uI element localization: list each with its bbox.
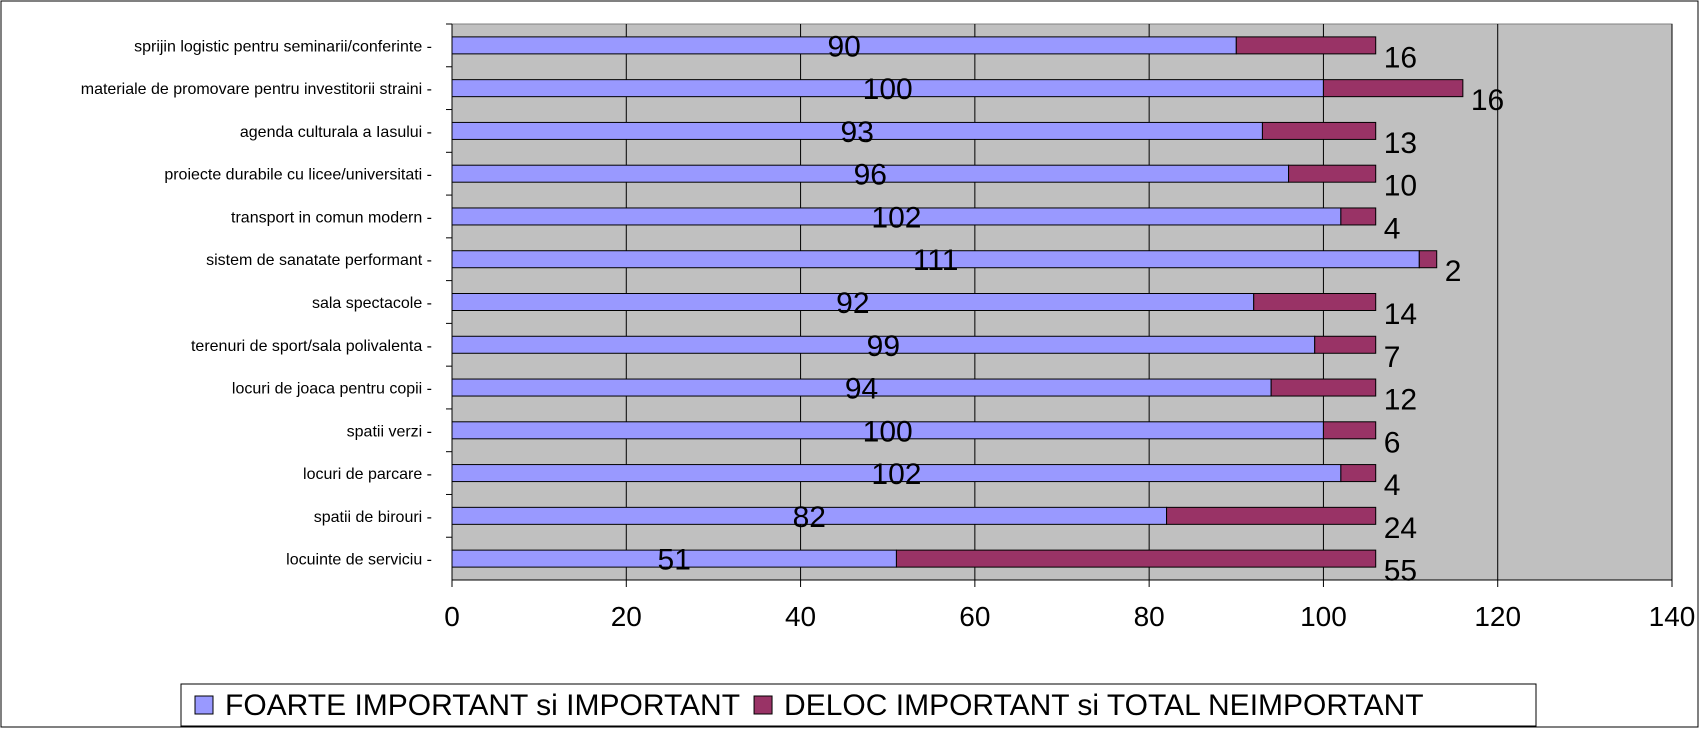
data-label-series-2: 55 (1384, 555, 1417, 588)
category-label: materiale de promovare pentru investitor… (81, 81, 432, 98)
legend-box (180, 683, 1537, 727)
data-label-series-2: 13 (1384, 127, 1417, 160)
data-label-series-2: 2 (1445, 255, 1462, 288)
x-tick-label: 40 (785, 601, 816, 632)
category-label: terenuri de sport/sala polivalenta - (191, 338, 432, 355)
data-label-series-1: 102 (871, 201, 921, 234)
category-label: spatii verzi - (347, 423, 432, 440)
data-label-series-1: 92 (836, 287, 869, 320)
bar-series-2 (1270, 378, 1377, 397)
data-label-series-1: 100 (863, 73, 913, 106)
legend-swatch (194, 695, 214, 715)
x-tick-label: 60 (959, 601, 990, 632)
category-label: locuinte de serviciu - (286, 552, 432, 569)
x-tick-label: 100 (1300, 601, 1347, 632)
x-tick-label: 0 (444, 601, 460, 632)
x-tick-label: 80 (1134, 601, 1165, 632)
bar-series-2 (1322, 421, 1377, 440)
category-label: locuri de joaca pentru copii - (232, 381, 432, 398)
bar-series-2 (1261, 121, 1377, 140)
data-label-series-2: 4 (1384, 469, 1401, 502)
bar-series-2 (1418, 250, 1438, 269)
data-label-series-1: 93 (841, 116, 874, 149)
bar-series-2 (1322, 79, 1464, 98)
data-label-series-2: 4 (1384, 212, 1401, 245)
bar-series-2 (1340, 207, 1377, 226)
category-label: sprijin logistic pentru seminarii/confer… (134, 38, 432, 55)
data-label-series-1: 94 (845, 373, 878, 406)
data-label-series-1: 102 (871, 458, 921, 491)
data-label-series-2: 16 (1471, 84, 1504, 117)
data-label-series-1: 90 (827, 30, 860, 63)
category-label: spatii de birouri - (314, 509, 432, 526)
data-label-series-2: 16 (1384, 41, 1417, 74)
bar-series-2 (1314, 335, 1377, 354)
legend-label: FOARTE IMPORTANT si IMPORTANT (225, 689, 740, 722)
x-tick-label: 140 (1649, 601, 1696, 632)
data-label-series-1: 82 (793, 501, 826, 534)
bar-series-2 (1253, 293, 1377, 311)
data-label-series-2: 12 (1384, 384, 1417, 417)
data-label-series-2: 6 (1384, 426, 1401, 459)
data-label-series-2: 24 (1384, 512, 1417, 545)
bar-series-2 (1235, 36, 1377, 55)
data-label-series-1: 111 (913, 244, 959, 277)
data-label-series-2: 14 (1384, 298, 1417, 331)
category-label: sala spectacole - (312, 295, 432, 312)
category-label: sistem de sanatate performant - (206, 252, 432, 269)
data-label-series-1: 99 (867, 330, 900, 363)
x-tick-label: 120 (1474, 601, 1521, 632)
data-label-series-1: 100 (863, 415, 913, 448)
labels-group: 0 20 40 60 80 100 120 140 sprijin logistic pentr… (81, 30, 1696, 632)
data-label-series-2: 7 (1384, 341, 1401, 374)
bar-series-2 (1340, 464, 1377, 483)
bar-series-2 (1166, 506, 1377, 525)
data-label-series-1: 51 (658, 544, 691, 577)
legend-swatch (753, 695, 773, 715)
category-label: proiecte durabile cu licee/universitati … (164, 167, 432, 184)
legend-label: DELOC IMPORTANT si TOTAL NEIMPORTANT (784, 689, 1424, 722)
category-label: transport in comun modern - (231, 209, 432, 226)
bars-group (451, 36, 1464, 568)
data-label-series-1: 96 (854, 159, 887, 192)
bar-series-2 (1288, 164, 1377, 183)
x-tick-label: 20 (611, 601, 642, 632)
legend: FOARTE IMPORTANT si IMPORTANT DELOC IMPOR… (180, 683, 1537, 727)
bar-series-2 (895, 549, 1377, 568)
data-label-series-2: 10 (1384, 170, 1417, 203)
category-label: locuri de parcare - (303, 466, 432, 483)
category-label: agenda culturala a Iasului - (240, 124, 432, 141)
